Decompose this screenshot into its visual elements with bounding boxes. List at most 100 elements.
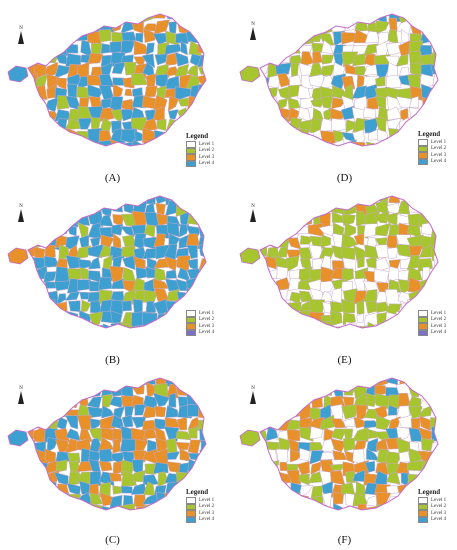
county-region xyxy=(54,312,70,328)
county-region xyxy=(267,74,281,90)
county-region xyxy=(299,97,314,110)
county-region xyxy=(43,384,61,396)
county-region xyxy=(287,505,301,510)
county-region xyxy=(343,437,356,452)
county-region xyxy=(286,429,301,442)
county-region xyxy=(28,129,38,143)
county-region xyxy=(54,64,72,79)
legend: Legend Level 1 Level 2 Level 3 Level 4 xyxy=(186,132,214,167)
county-region xyxy=(341,83,354,101)
county-region xyxy=(75,245,92,260)
legend-label: Level 3 xyxy=(199,154,215,160)
county-region xyxy=(28,14,35,24)
legend-swatch-4 xyxy=(186,329,196,336)
legend-label: Level 2 xyxy=(431,504,447,510)
county-region xyxy=(419,278,432,295)
county-region xyxy=(132,450,147,463)
county-region xyxy=(375,503,390,510)
county-region xyxy=(65,142,81,146)
legend-label: Level 1 xyxy=(431,139,447,145)
county-region xyxy=(28,494,38,508)
county-region xyxy=(343,383,356,396)
county-region xyxy=(68,300,81,313)
county-region xyxy=(352,325,370,328)
county-region xyxy=(145,381,158,398)
region-boundary xyxy=(27,377,207,511)
county-region xyxy=(363,14,379,24)
county-region xyxy=(43,14,60,25)
county-region xyxy=(265,196,281,206)
county-region xyxy=(318,14,333,22)
county-region xyxy=(264,460,280,476)
county-region xyxy=(260,449,268,464)
legend-label: Level 4 xyxy=(199,330,215,336)
legend-label: Level 4 xyxy=(431,517,447,523)
legend-swatch-3 xyxy=(418,323,428,330)
county-region xyxy=(260,288,266,305)
county-region xyxy=(386,246,399,260)
legend-label: Level 1 xyxy=(199,497,215,503)
county-region xyxy=(309,22,322,31)
county-region xyxy=(344,139,358,146)
county-region xyxy=(87,52,104,65)
legend-label: Level 4 xyxy=(431,159,447,165)
county-region xyxy=(46,213,59,228)
county-region xyxy=(119,378,134,388)
county-region xyxy=(433,450,438,463)
county-region xyxy=(398,321,413,328)
county-region xyxy=(167,95,179,112)
county-region xyxy=(112,438,121,454)
county-region xyxy=(178,223,190,238)
county-region xyxy=(119,14,134,23)
county-region xyxy=(198,20,206,31)
county-region xyxy=(111,62,126,75)
county-region xyxy=(168,140,180,146)
county-region xyxy=(279,32,288,47)
legend: Level 1 Level 2 Level 3 Level 4 xyxy=(186,310,214,336)
county-region xyxy=(260,84,269,101)
county-region xyxy=(299,378,314,385)
county-region xyxy=(434,18,438,34)
county-region xyxy=(54,378,69,386)
county-region xyxy=(388,17,398,34)
county-region xyxy=(408,196,419,203)
county-region xyxy=(366,437,379,453)
county-region xyxy=(154,53,168,66)
legend-swatch-1 xyxy=(186,497,196,504)
county-region xyxy=(145,42,155,56)
county-region xyxy=(430,378,438,388)
county-region xyxy=(266,299,279,315)
county-region xyxy=(286,491,301,509)
county-region xyxy=(57,196,71,204)
county-region xyxy=(310,485,324,498)
county-region xyxy=(99,196,111,206)
county-region xyxy=(429,30,438,45)
legend-swatch-1 xyxy=(418,139,428,146)
county-region xyxy=(65,394,81,409)
county-region xyxy=(175,32,190,45)
county-region xyxy=(43,271,57,283)
county-region xyxy=(119,226,135,238)
county-region xyxy=(319,280,336,294)
county-region xyxy=(319,196,337,206)
county-region xyxy=(373,268,390,284)
county-region xyxy=(88,378,101,388)
county-region xyxy=(44,203,58,215)
county-region xyxy=(80,299,92,313)
county-region xyxy=(43,503,57,510)
county-region xyxy=(395,131,411,145)
county-region xyxy=(352,53,367,67)
region-boundary xyxy=(259,13,439,147)
county-region xyxy=(36,130,49,145)
county-region xyxy=(88,311,104,325)
caption-e: (E) xyxy=(337,354,352,366)
county-region xyxy=(309,378,326,386)
county-region xyxy=(419,415,433,431)
county-region xyxy=(188,426,198,439)
county-region xyxy=(332,450,347,461)
county-region xyxy=(260,116,270,135)
county-region xyxy=(363,107,376,119)
county-region xyxy=(432,266,438,283)
county-region xyxy=(97,139,113,146)
legend-swatch-1 xyxy=(186,310,196,317)
